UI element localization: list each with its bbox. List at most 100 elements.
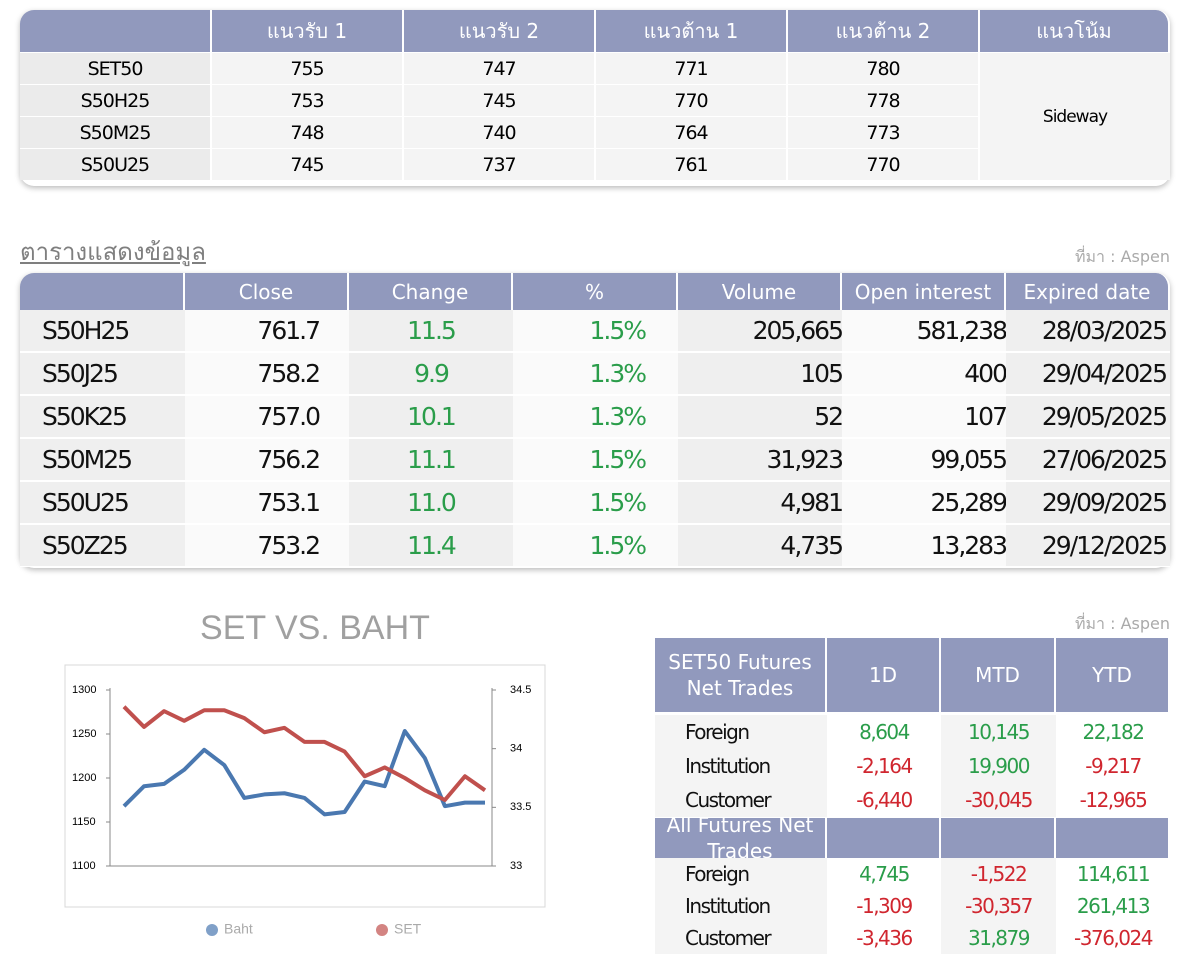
row-label: S50K25 xyxy=(20,396,185,438)
row-label: S50H25 xyxy=(20,310,185,352)
value-cell: 99,055 xyxy=(842,439,1006,481)
value-cell: 10.1 xyxy=(349,396,513,438)
value-cell: 29/09/2025 xyxy=(1006,482,1170,524)
value-cell: 11.4 xyxy=(349,525,513,567)
value-cell: 747 xyxy=(404,53,596,84)
header-cell xyxy=(827,818,941,858)
value-cell: 261,413 xyxy=(1056,890,1170,922)
legend-marker xyxy=(376,924,388,936)
value-cell: 27/06/2025 xyxy=(1006,439,1170,481)
value-cell: 11.1 xyxy=(349,439,513,481)
value-cell: 740 xyxy=(404,117,596,148)
row-label: S50U25 xyxy=(20,482,185,524)
value-cell: 761 xyxy=(596,149,788,180)
row-label: S50Z25 xyxy=(20,525,185,567)
value-cell: 31,879 xyxy=(941,922,1056,954)
value-cell: 28/03/2025 xyxy=(1006,310,1170,352)
value-cell: 8,604 xyxy=(827,715,941,749)
value-cell: 773 xyxy=(788,117,980,148)
value-cell: 29/04/2025 xyxy=(1006,353,1170,395)
header-cell: แนวรับ 2 xyxy=(404,10,596,52)
value-cell: -30,045 xyxy=(941,783,1056,817)
value-cell: 105 xyxy=(678,353,842,395)
header-cell: Expired date xyxy=(1006,273,1170,310)
value-cell: 755 xyxy=(212,53,404,84)
header-cell: Change xyxy=(349,273,513,310)
value-cell: 764 xyxy=(596,117,788,148)
value-cell: 756.2 xyxy=(185,439,349,481)
value-cell: 771 xyxy=(596,53,788,84)
y-tick-label: 1100 xyxy=(72,860,96,872)
value-cell: 778 xyxy=(788,85,980,116)
value-cell: 753.2 xyxy=(185,525,349,567)
legend-label: SET xyxy=(394,921,422,937)
header-cell: Open interest xyxy=(842,273,1006,310)
header-cell xyxy=(941,818,1056,858)
y2-tick-label: 33 xyxy=(510,860,522,872)
value-cell: 11.5 xyxy=(349,310,513,352)
y-tick-label: 1300 xyxy=(72,684,96,696)
legend-label: Baht xyxy=(224,921,253,937)
series-line xyxy=(122,729,485,817)
value-cell: 1.5% xyxy=(513,310,678,352)
header-cell: MTD xyxy=(941,638,1056,712)
value-cell: 745 xyxy=(404,85,596,116)
row-label: Foreign xyxy=(655,858,827,890)
value-cell: 745 xyxy=(212,149,404,180)
value-cell: 13,283 xyxy=(842,525,1006,567)
value-cell: 780 xyxy=(788,53,980,84)
legend-marker xyxy=(206,924,218,936)
value-cell: -376,024 xyxy=(1056,922,1170,954)
row-label: S50H25 xyxy=(20,85,212,116)
row-label: Institution xyxy=(655,749,827,783)
y-tick-label: 1200 xyxy=(72,772,96,784)
value-cell: -1,309 xyxy=(827,890,941,922)
value-cell: 25,289 xyxy=(842,482,1006,524)
header-cell: YTD xyxy=(1056,638,1170,712)
header-cell: แนวรับ 1 xyxy=(212,10,404,52)
value-cell: 11.0 xyxy=(349,482,513,524)
header-cell: แนวโน้ม xyxy=(980,10,1170,52)
value-cell: 205,665 xyxy=(678,310,842,352)
value-cell: -30,357 xyxy=(941,890,1056,922)
header-cell: แนวต้าน 1 xyxy=(596,10,788,52)
value-cell: 4,735 xyxy=(678,525,842,567)
value-cell: 581,238 xyxy=(842,310,1006,352)
value-cell: -1,522 xyxy=(941,858,1056,890)
value-cell: 761.7 xyxy=(185,310,349,352)
value-cell: 753 xyxy=(212,85,404,116)
row-label: Customer xyxy=(655,783,827,817)
value-cell: 1.5% xyxy=(513,439,678,481)
header-cell: 1D xyxy=(827,638,941,712)
trend-cell: Sideway xyxy=(980,53,1170,180)
table-title: ตารางแสดงข้อมูล xyxy=(20,238,206,266)
value-cell: -9,217 xyxy=(1056,749,1170,783)
value-cell: 1.5% xyxy=(513,525,678,567)
value-cell: 9.9 xyxy=(349,353,513,395)
row-label: Institution xyxy=(655,890,827,922)
section-title: SET50 Futures Net Trades xyxy=(655,638,827,712)
value-cell: 29/12/2025 xyxy=(1006,525,1170,567)
source: ที่มา : Aspen xyxy=(1074,247,1170,266)
header-cell: % xyxy=(513,273,678,310)
value-cell: 1.3% xyxy=(513,353,678,395)
value-cell: -2,164 xyxy=(827,749,941,783)
chart-title: SET VS. BAHT xyxy=(200,609,430,647)
source: ที่มา : Aspen xyxy=(1074,614,1170,633)
row-label: S50J25 xyxy=(20,353,185,395)
y2-tick-label: 33.5 xyxy=(510,801,531,813)
header-cell: Volume xyxy=(678,273,842,310)
value-cell: 1.3% xyxy=(513,396,678,438)
value-cell: 770 xyxy=(596,85,788,116)
y-tick-label: 1150 xyxy=(72,816,96,828)
header-cell: Close xyxy=(185,273,349,310)
chart: SET VS. BAHT 1100 1150 1200 1250 1300 33 33.5 3… xyxy=(64,609,546,937)
value-cell: 107 xyxy=(842,396,1006,438)
value-cell: 770 xyxy=(788,149,980,180)
value-cell: 748 xyxy=(212,117,404,148)
value-cell: 31,923 xyxy=(678,439,842,481)
header-cell xyxy=(20,273,185,310)
value-cell: 19,900 xyxy=(941,749,1056,783)
section-title: All Futures Net Trades xyxy=(655,818,827,858)
